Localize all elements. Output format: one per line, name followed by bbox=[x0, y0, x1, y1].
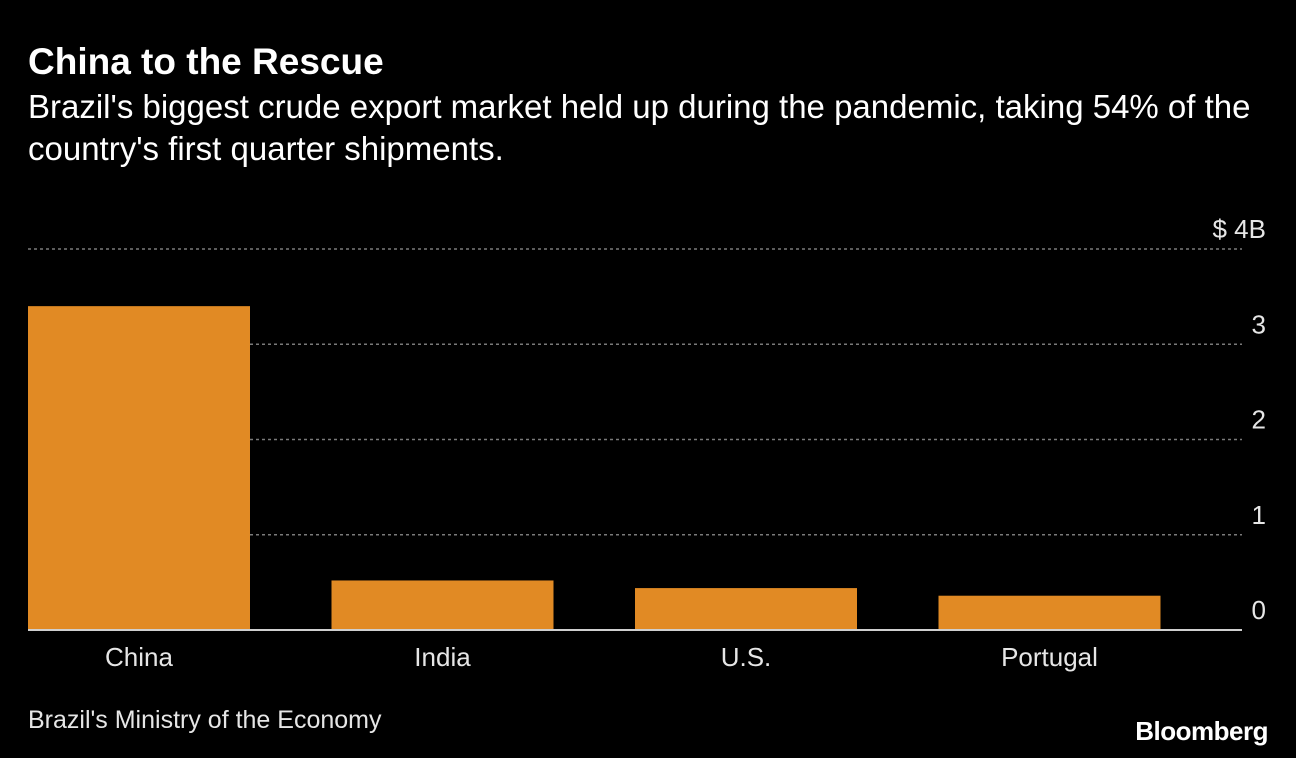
y-tick-labels: 0 1 2 3 $ 4B bbox=[1213, 214, 1267, 625]
bloomberg-logo: Bloomberg bbox=[1135, 716, 1268, 746]
x-tick-label: U.S. bbox=[721, 642, 772, 672]
source-note: Brazil's Ministry of the Economy bbox=[28, 706, 382, 734]
gridlines bbox=[28, 248, 1242, 536]
y-tick-label: 3 bbox=[1252, 309, 1266, 339]
y-tick-label: 2 bbox=[1252, 405, 1266, 435]
x-tick-labels: China India U.S. Portugal bbox=[105, 642, 1098, 672]
y-tick-label: 1 bbox=[1252, 500, 1266, 530]
chart-title: China to the Rescue bbox=[28, 41, 384, 82]
bar-portugal bbox=[938, 595, 1161, 630]
bar-china bbox=[28, 306, 250, 630]
bar-chart: 0 1 2 3 $ 4B China India U.S. Portugal bbox=[28, 214, 1267, 672]
bar-india bbox=[331, 580, 554, 630]
y-tick-label: 0 bbox=[1252, 595, 1266, 625]
bar-u-s bbox=[635, 588, 857, 630]
x-tick-label: India bbox=[414, 642, 471, 672]
y-tick-label: $ 4B bbox=[1213, 214, 1267, 244]
bars bbox=[28, 306, 1161, 630]
x-tick-label: China bbox=[105, 642, 173, 672]
x-tick-label: Portugal bbox=[1001, 642, 1098, 672]
chart-subtitle: Brazil's biggest crude export market hel… bbox=[28, 88, 1251, 167]
